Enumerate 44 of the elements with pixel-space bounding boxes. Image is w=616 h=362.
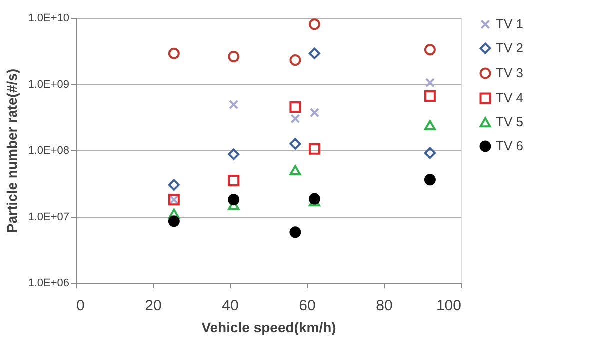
point (424, 120, 436, 130)
point (168, 179, 180, 191)
point (290, 226, 302, 238)
point (168, 216, 180, 228)
x-tick-label: 60 (299, 298, 316, 314)
legend-label: TV 3 (496, 66, 524, 80)
point (308, 18, 320, 30)
x-tick-label: 0 (76, 298, 85, 314)
y-tick-label: 1.0E+08 (28, 145, 70, 157)
legend-label: TV 2 (496, 40, 524, 56)
x-axis-title: Vehicle speed(km/h) (202, 320, 336, 336)
point (308, 48, 320, 60)
legend-label: TV 6 (496, 138, 524, 154)
point (290, 165, 302, 176)
y-tick-label: 1.0E+07 (28, 211, 70, 224)
point (168, 48, 180, 60)
legend-label: TV 5 (496, 114, 524, 130)
x-tick-label: 80 (376, 298, 393, 314)
point (229, 100, 239, 110)
point (228, 194, 240, 206)
x-tick-label: 40 (222, 298, 239, 314)
y-tick-label: 1.0E+06 (28, 278, 70, 290)
legend-label: TV 1 (496, 16, 524, 32)
point (290, 54, 302, 66)
point (308, 143, 320, 155)
y-axis-title: Particle number rate(#/s) (4, 68, 20, 234)
point (228, 51, 240, 62)
point (290, 101, 302, 113)
point (168, 208, 180, 220)
point (290, 138, 302, 150)
point (424, 174, 436, 186)
point (424, 44, 436, 56)
point (228, 148, 240, 160)
point (290, 114, 300, 124)
y-tick-label: 1.0E+09 (28, 78, 70, 91)
point (425, 78, 435, 88)
point (310, 108, 320, 118)
y-tick-label: 1.0E+10 (28, 12, 70, 24)
legend-label: TV 4 (496, 90, 524, 106)
x-tick-label: 20 (145, 298, 162, 314)
point (424, 90, 436, 102)
point (424, 147, 436, 159)
point (228, 174, 240, 186)
x-tick-label: 100 (436, 298, 462, 314)
